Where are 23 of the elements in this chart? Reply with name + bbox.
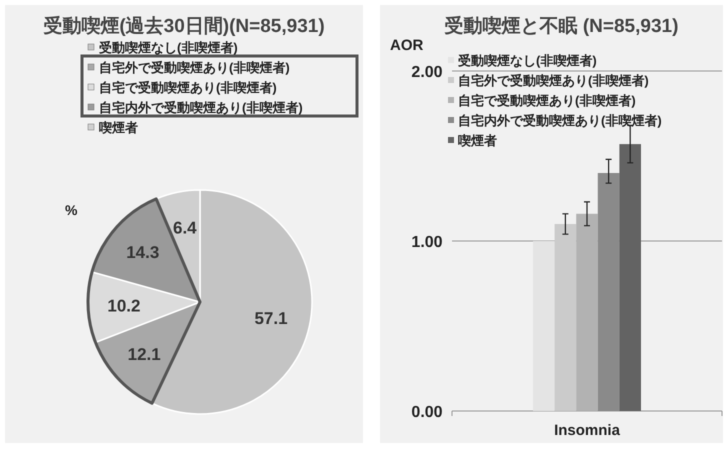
legend-label: 喫煙者 (458, 133, 497, 148)
y-tick-label: 0.00 (411, 404, 443, 421)
legend-label: 自宅で受動喫煙あり(非喫煙者) (99, 80, 277, 95)
y-tick-label: 2.00 (411, 64, 443, 81)
chart-title: 受動喫煙(過去30日間)(N=85,931) (43, 15, 325, 37)
y-axis-title: AOR (390, 37, 424, 54)
legend-label: 受動喫煙なし(非喫煙者) (98, 40, 238, 55)
data-label: 57.1 (254, 308, 288, 328)
legend-label: 自宅外で受動喫煙あり(非喫煙者) (99, 60, 290, 75)
text: % (65, 202, 78, 218)
chart-title: 受動喫煙と不眠 (N=85,931) (444, 15, 678, 37)
legend-label: 喫煙者 (99, 120, 138, 135)
data-label: 10.2 (107, 296, 140, 316)
data-label: 6.4 (172, 218, 198, 238)
x-tick-label: Insomnia (554, 422, 621, 439)
data-label: 12.1 (128, 344, 161, 364)
legend-label: 自宅内外で受動喫煙あり(非喫煙者) (458, 113, 662, 128)
legend-label: 受動喫煙なし(非喫煙者) (457, 53, 597, 68)
legend-label: 自宅内外で受動喫煙あり(非喫煙者) (99, 100, 303, 115)
data-label: 14.3 (126, 242, 160, 262)
legend-label: 自宅で受動喫煙あり(非喫煙者) (458, 93, 636, 108)
y-tick-label: 1.00 (411, 234, 443, 251)
legend-label: 自宅外で受動喫煙あり(非喫煙者) (458, 73, 649, 88)
